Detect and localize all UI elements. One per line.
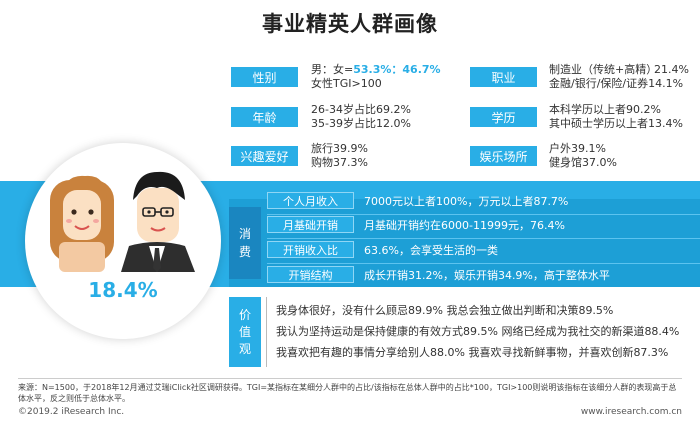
values-divider (266, 297, 267, 367)
divider (267, 214, 700, 215)
gender-tgi: 女性TGI>100 (311, 77, 382, 90)
gender-ratio: 53.3%：46.7% (353, 63, 441, 76)
tag-interest: 兴趣爱好 (231, 146, 298, 166)
persona-illustration (50, 171, 195, 272)
tag-age: 年龄 (231, 107, 298, 127)
occupation-line-1-pct: 21.4% (654, 63, 689, 76)
values-label: 价 值 观 (229, 297, 261, 367)
tag-entertainment: 娱乐场所 (470, 146, 537, 166)
values-label-char-1: 价 (238, 307, 251, 322)
divider (267, 263, 700, 264)
gender-values: 男：女=53.3%：46.7% 女性TGI>100 (311, 63, 441, 91)
share-percent: 18.4% (88, 278, 158, 302)
monthly-basic-spend-value: 月基础开销约在6000-11999元，76.4% (364, 218, 565, 232)
education-line-2: 其中硕士学历以上者13.4% (549, 117, 683, 130)
man-figure-icon (121, 171, 195, 272)
age-values: 26-34岁占比69.2% 35-39岁占比12.0% (311, 103, 411, 131)
values-line-2: 我认为坚持运动是保持健康的有效方式89.5% 网络已经成为我社交的新渠道88.4… (276, 325, 680, 338)
woman-figure-icon (50, 175, 114, 272)
entertainment-line-2: 健身馆37.0% (549, 156, 617, 169)
interest-line-1: 旅行39.9% (311, 142, 368, 155)
values-line-1: 我身体很好，没有什么顾忌89.9% 我总会独立做出判断和决策89.5% (276, 304, 614, 317)
consumption-label-char-2: 费 (238, 245, 251, 259)
divider (267, 238, 700, 239)
interest-values: 旅行39.9% 购物37.3% (311, 142, 368, 170)
tag-gender: 性别 (231, 67, 298, 87)
monthly-income-value: 7000元以上者100%，万元以上者87.7% (364, 194, 569, 208)
consumption-label: 消 费 (229, 207, 261, 279)
footer-source: 来源：N=1500，于2018年12月通过艾瑞iClick社区调研获得。TGI=… (18, 383, 677, 403)
gender-ratio-prefix: 男：女= (311, 63, 354, 76)
spend-structure-value: 成长开销31.2%，娱乐开销34.9%，高于整体水平 (364, 268, 610, 282)
education-line-1: 本科学历以上者90.2% (549, 103, 661, 116)
values-label-char-2: 值 (238, 324, 251, 339)
tag-spend-income-ratio: 开销收入比 (267, 241, 354, 258)
consumption-label-char-1: 消 (238, 227, 251, 241)
spend-income-ratio-value: 63.6%，会享受生活的一类 (364, 243, 498, 257)
age-line-2: 35-39岁占比12.0% (311, 117, 411, 130)
education-values: 本科学历以上者90.2% 其中硕士学历以上者13.4% (549, 103, 683, 131)
interest-line-2: 购物37.3% (311, 156, 368, 169)
age-line-1: 26-34岁占比69.2% (311, 103, 411, 116)
footer-copyright: ©2019.2 iResearch Inc. (18, 407, 125, 417)
values-line-3: 我喜欢把有趣的事情分享给别人88.0% 我喜欢寻找新鲜事物，并喜欢创新87.3% (276, 346, 669, 359)
tag-education: 学历 (470, 107, 537, 127)
tag-monthly-income: 个人月收入 (267, 192, 354, 209)
footer-divider (18, 378, 682, 379)
occupation-line-2: 金融/银行/保险/证券14.1% (549, 77, 684, 90)
page-title: 事业精英人群画像 (262, 12, 438, 36)
occupation-values: 制造业（传统+高精） 21.4% 金融/银行/保险/证券14.1% (549, 63, 689, 91)
values-label-char-3: 观 (238, 341, 251, 356)
entertainment-values: 户外39.1% 健身馆37.0% (549, 142, 617, 170)
footer-url[interactable]: www.iresearch.com.cn (580, 407, 682, 417)
tag-occupation: 职业 (470, 67, 537, 87)
tag-monthly-basic-spend: 月基础开销 (267, 216, 354, 233)
entertainment-line-1: 户外39.1% (549, 142, 606, 155)
occupation-line-1: 制造业（传统+高精） (549, 63, 658, 76)
tag-spend-structure: 开销结构 (267, 266, 354, 283)
